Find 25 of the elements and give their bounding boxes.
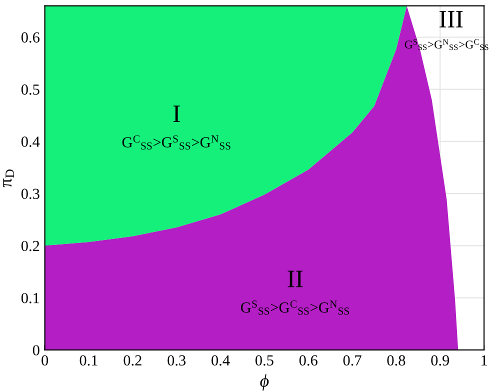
annotation: I	[173, 106, 180, 122]
x-tick-label: 0.8	[387, 355, 406, 366]
x-tick-label: 0.4	[212, 355, 230, 366]
y-tick-label: 0.5	[21, 84, 40, 95]
x-tick-label: 0.1	[80, 355, 98, 366]
x-tick-label: 0.9	[431, 355, 450, 366]
text: G$^{C}$$_{SS}$>G$^{S}$$_{SS}$>G$^{N}$$_{SS}$	[122, 135, 230, 150]
x-tick-label: 0.2	[124, 355, 142, 366]
x-tick-label: 0.3	[168, 355, 186, 366]
y-tick-label: 0.2	[21, 240, 40, 252]
y-tick-label: 0.4	[21, 136, 40, 147]
x-tick-label: 1	[482, 355, 487, 366]
x-axis-title: ϕ	[260, 374, 269, 391]
y-tick-label: 0.3	[21, 188, 40, 200]
y-tick-label: 0.6	[21, 32, 40, 43]
x-tick-label: 0	[42, 355, 48, 366]
annotation: II	[288, 270, 303, 288]
x-tick-label: 0.5	[255, 355, 274, 366]
x-tick-label: 0.7	[343, 355, 362, 366]
annotation: III	[440, 10, 463, 28]
y-tick-label: 0.1	[21, 292, 40, 304]
y-tick-label: 0	[32, 345, 40, 356]
text: G$^{S}$$_{SS}$>G$^{C}$$_{SS}$>G$^{N}$$_{SS}$	[240, 300, 349, 315]
x-tick-label: 0.6	[299, 355, 318, 366]
y-axis-title: π$_{D}$	[3, 170, 14, 188]
